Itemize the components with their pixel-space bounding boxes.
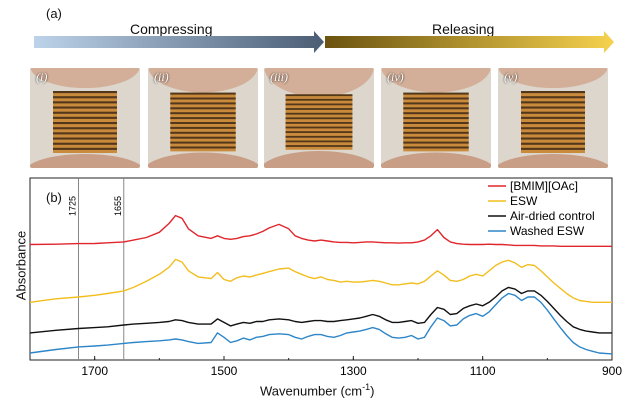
compressing-arrow bbox=[34, 31, 324, 53]
legend-label: Washed ESW bbox=[510, 224, 585, 238]
process-arrows bbox=[34, 31, 614, 53]
series-line-3 bbox=[29, 292, 613, 355]
legend-label: [BMIM][OAc] bbox=[510, 179, 578, 193]
ref-line-label: 1655 bbox=[113, 196, 123, 216]
photo-v: (v) bbox=[498, 68, 608, 168]
photo-i: (i) bbox=[30, 68, 140, 168]
legend-label: Air-dried control bbox=[510, 209, 595, 223]
series-line-1 bbox=[29, 258, 612, 303]
panel-b-label: (b) bbox=[46, 190, 62, 205]
ref-line-label: 1725 bbox=[68, 196, 78, 216]
photo-ii: (ii) bbox=[148, 68, 258, 168]
x-tick-label: 1500 bbox=[211, 364, 238, 378]
x-tick-label: 1700 bbox=[81, 364, 108, 378]
x-tick-label: 1300 bbox=[340, 364, 367, 378]
releasing-arrow bbox=[325, 31, 614, 53]
plot-frame bbox=[29, 177, 613, 361]
compressing-label: Compressing bbox=[130, 21, 213, 37]
x-tick-label: 1100 bbox=[470, 364, 496, 378]
releasing-label: Releasing bbox=[432, 21, 495, 37]
x-axis-label: Wavenumber (cm-1) bbox=[260, 382, 375, 399]
x-tick-label: 900 bbox=[602, 364, 622, 378]
photo-iv: (iv) bbox=[381, 68, 491, 168]
legend-label: ESW bbox=[510, 194, 538, 208]
photo-iii: (iii) bbox=[264, 68, 374, 168]
series-line-2 bbox=[29, 286, 612, 334]
series-line-0 bbox=[29, 214, 612, 247]
panel-a-label: (a) bbox=[46, 6, 62, 21]
